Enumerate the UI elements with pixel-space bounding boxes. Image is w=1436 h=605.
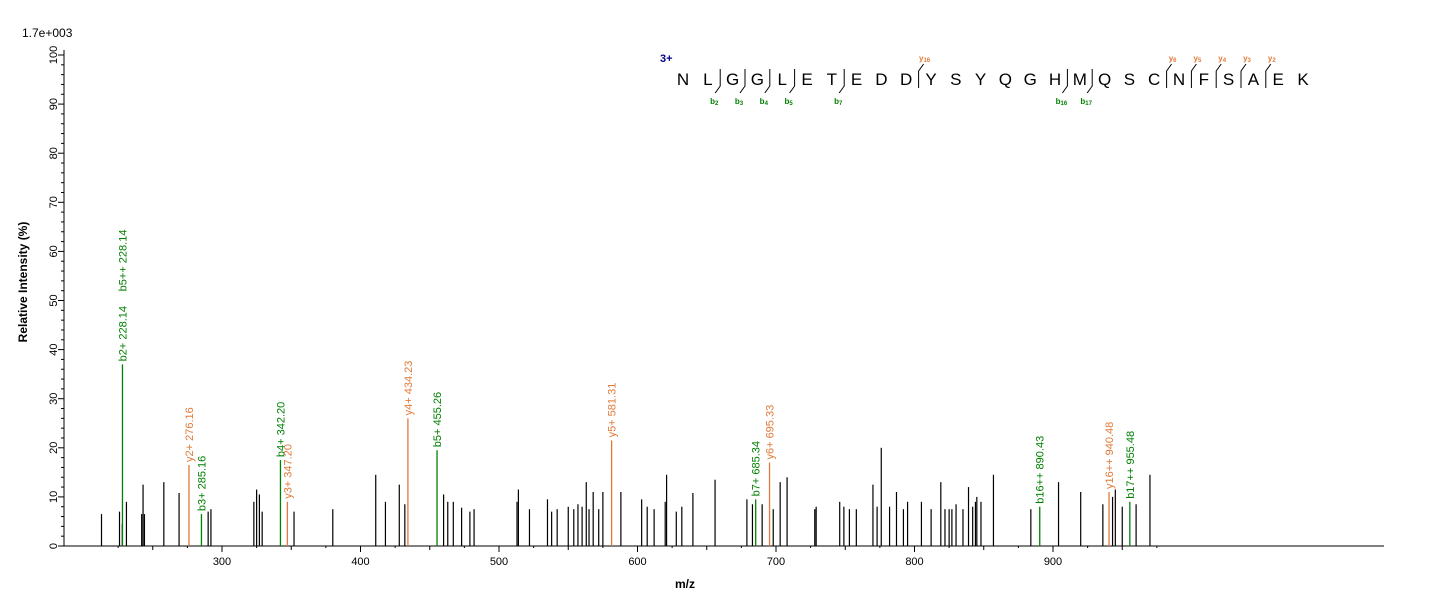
peak-label: y5+ 581.31 bbox=[607, 383, 619, 438]
y-tick-label: 40 bbox=[48, 343, 60, 355]
y-ion-marker: y5 bbox=[1194, 54, 1202, 64]
sequence-residue: G bbox=[726, 70, 739, 89]
peak-label: y2+ 276.16 bbox=[184, 407, 196, 462]
peak-label: b2+ 228.14 bbox=[117, 306, 129, 361]
peak-label: y4+ 434.23 bbox=[403, 361, 415, 416]
sequence-residue: L bbox=[703, 70, 712, 89]
y-tick-label: 100 bbox=[48, 46, 60, 64]
y-tick-label: 10 bbox=[48, 491, 60, 503]
sequence-residue: G bbox=[751, 70, 764, 89]
peak-label: b4+ 342.20 bbox=[275, 402, 287, 457]
sequence-residue: N bbox=[677, 70, 689, 89]
charge-state: 3+ bbox=[660, 53, 673, 65]
y-tick-label: 90 bbox=[48, 98, 60, 110]
peak-label: b3+ 285.16 bbox=[196, 456, 208, 511]
b-ion-bracket bbox=[1061, 69, 1068, 94]
peak-label: b5+ 455.26 bbox=[432, 392, 444, 447]
sequence-residue: Y bbox=[975, 70, 986, 89]
x-tick-label: 700 bbox=[767, 556, 785, 568]
x-tick-label: 800 bbox=[905, 556, 923, 568]
b-ion-marker: b2 bbox=[710, 97, 719, 107]
y-ion-bracket bbox=[1265, 63, 1272, 88]
peak-label-secondary: b5++ 228.14 bbox=[117, 230, 129, 292]
sequence-residue: N bbox=[1173, 70, 1185, 89]
sequence-residue: S bbox=[1223, 70, 1234, 89]
x-tick-label: 400 bbox=[351, 556, 369, 568]
sequence-residue: Q bbox=[999, 70, 1012, 89]
y-tick-label: 20 bbox=[48, 442, 60, 454]
sequence-residue: E bbox=[801, 70, 812, 89]
sequence-residue: D bbox=[875, 70, 887, 89]
y-ion-bracket bbox=[1166, 63, 1173, 88]
y-ion-marker: y2 bbox=[1268, 54, 1276, 64]
y-ion-marker: y3 bbox=[1243, 54, 1251, 64]
sequence-residue: A bbox=[1248, 70, 1260, 89]
x-axis-title: m/z bbox=[675, 577, 695, 591]
x-tick-label: 500 bbox=[490, 556, 508, 568]
y-tick-label: 80 bbox=[48, 147, 60, 159]
peak-label: b16++ 890.43 bbox=[1035, 436, 1047, 504]
b-ion-bracket bbox=[789, 69, 796, 94]
y-ion-marker: y16 bbox=[919, 54, 931, 64]
peak-label: y16++ 940.48 bbox=[1104, 422, 1116, 489]
b-ion-marker: b7 bbox=[834, 97, 843, 107]
y-tick-label: 50 bbox=[48, 294, 60, 306]
sequence-residue: E bbox=[1273, 70, 1284, 89]
x-tick-label: 600 bbox=[628, 556, 646, 568]
peak-label: b7+ 685.34 bbox=[751, 441, 763, 496]
b-ion-marker: b3 bbox=[735, 97, 744, 107]
y-ion-bracket bbox=[1215, 63, 1222, 88]
b-ion-bracket bbox=[739, 69, 746, 94]
y-ion-bracket bbox=[1240, 63, 1247, 88]
sequence-residue: E bbox=[851, 70, 862, 89]
x-tick-label: 300 bbox=[213, 556, 231, 568]
max-intensity-label: 1.7e+003 bbox=[22, 26, 73, 40]
b-ion-bracket bbox=[838, 69, 845, 94]
sequence-residue: G bbox=[1024, 70, 1037, 89]
y-axis: 0 10 20 30 40 50 60 70 80 90 100 bbox=[48, 46, 65, 549]
sequence-residue: T bbox=[827, 70, 837, 89]
peptide-sequence: 3+N L G G L E T E D D Y S Y Q G H M Q S C N F S A E Kb2 b3 b4 b5 b7 b1… bbox=[660, 53, 1309, 107]
sequence-residue: H bbox=[1049, 70, 1061, 89]
x-axis: 300 400 500 600 700 800 900 bbox=[64, 545, 1384, 568]
y-tick-label: 0 bbox=[48, 543, 60, 549]
sequence-residue: F bbox=[1199, 70, 1209, 89]
peak-label: b17++ 955.48 bbox=[1125, 431, 1137, 499]
y-tick-label: 30 bbox=[48, 393, 60, 405]
peak-label: y3+ 347.20 bbox=[282, 444, 294, 499]
sequence-residue: K bbox=[1297, 70, 1309, 89]
b-ion-bracket bbox=[764, 69, 771, 94]
b-ion-marker: b17 bbox=[1080, 97, 1092, 107]
y-ion-marker: y4 bbox=[1218, 54, 1226, 64]
sequence-residue: Q bbox=[1098, 70, 1111, 89]
sequence-residue: S bbox=[950, 70, 961, 89]
x-tick-label: 900 bbox=[1044, 556, 1062, 568]
y-ion-bracket bbox=[1190, 63, 1197, 88]
y-ion-bracket bbox=[918, 63, 925, 88]
sequence-residue: M bbox=[1073, 70, 1087, 89]
y-axis-title: Relative Intensity (%) bbox=[16, 222, 30, 343]
b-ion-bracket bbox=[1086, 69, 1093, 94]
b-ion-marker: b5 bbox=[784, 97, 793, 107]
y-tick-label: 70 bbox=[48, 196, 60, 208]
sequence-residue: Y bbox=[925, 70, 936, 89]
b-ion-marker: b4 bbox=[760, 97, 769, 107]
sequence-residue: S bbox=[1124, 70, 1135, 89]
sequence-residue: D bbox=[900, 70, 912, 89]
peak-label: y6+ 695.33 bbox=[765, 405, 777, 460]
y-ion-marker: y6 bbox=[1169, 54, 1177, 64]
sequence-residue: L bbox=[777, 70, 786, 89]
sequence-residue: C bbox=[1148, 70, 1160, 89]
b-ion-marker: b16 bbox=[1056, 97, 1068, 107]
peaks bbox=[100, 447, 1151, 546]
b-ion-bracket bbox=[714, 69, 721, 94]
y-tick-label: 60 bbox=[48, 245, 60, 257]
